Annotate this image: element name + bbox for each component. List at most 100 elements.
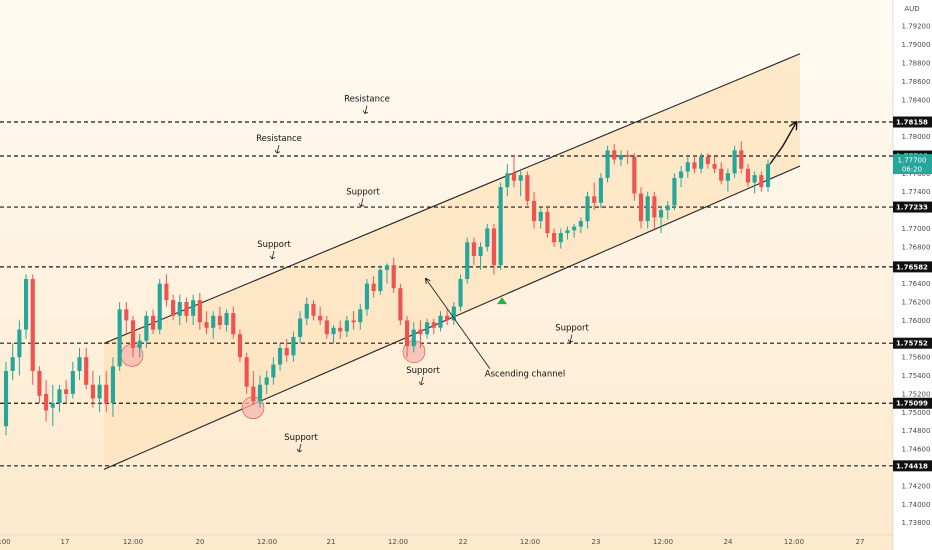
candle-body	[658, 210, 664, 218]
axis-background	[893, 0, 932, 550]
currency-label: AUD	[904, 5, 919, 13]
candle-body	[358, 309, 363, 323]
level-price-label: 1.76582	[896, 263, 928, 271]
candle-body	[237, 334, 243, 358]
level-price-box	[893, 337, 932, 349]
candle-body	[130, 320, 136, 348]
candle-body	[645, 196, 650, 222]
time-tick-label: 17	[61, 538, 70, 546]
candle-body	[585, 196, 590, 222]
candle-body	[545, 211, 550, 234]
candle-body	[565, 230, 570, 234]
annotation-label: Support	[555, 324, 589, 334]
annotation-tick-icon	[269, 250, 276, 260]
time-tick-label: 20	[196, 538, 205, 546]
current-price-box	[893, 154, 932, 175]
candle-body	[277, 347, 283, 365]
level-price-label: 1.74418	[896, 462, 928, 470]
candle-body	[692, 162, 697, 169]
candle-body	[418, 329, 423, 335]
level-price-box	[893, 261, 932, 273]
time-tick-label: 12:00	[520, 538, 540, 546]
price-tick-label: 1.75200	[902, 390, 931, 398]
time-axis-layer: :00 17 12:00 20 12:00 21 12:00 22 12:00 23 12:00 24…	[0, 538, 864, 546]
candle-body	[411, 329, 416, 347]
candle-body	[458, 279, 463, 307]
annotation-label: Support	[284, 433, 318, 443]
candle-body	[124, 309, 129, 321]
candle-body	[699, 156, 704, 169]
candle-body	[431, 322, 436, 328]
annotation-label: Support	[257, 240, 291, 250]
candle-body	[311, 303, 316, 316]
candle-body	[425, 322, 430, 335]
candle-body	[451, 306, 456, 321]
candle-body	[371, 283, 376, 291]
candle-body	[471, 242, 476, 257]
price-tick-label: 1.76800	[902, 243, 931, 251]
candle-body	[324, 320, 329, 335]
candle-body	[191, 300, 196, 316]
candle-body	[284, 347, 289, 356]
candle-body	[578, 221, 583, 227]
candle-body	[752, 175, 757, 183]
candle-body	[525, 175, 530, 201]
price-tick-label: 1.78000	[902, 133, 931, 141]
candle-body	[558, 233, 563, 243]
candle-body	[364, 283, 370, 310]
projection-arrow	[769, 123, 796, 165]
candle-body	[378, 269, 383, 291]
candle-body	[251, 386, 256, 402]
price-tick-label: 1.77400	[902, 188, 931, 196]
candle-body	[344, 320, 349, 332]
candle-body	[511, 173, 517, 181]
candle-body	[712, 164, 717, 169]
candle-body	[211, 315, 216, 328]
candle-body	[351, 320, 356, 323]
candle-body	[732, 150, 737, 174]
candle-body	[23, 279, 29, 330]
time-tick-label: :00	[0, 538, 11, 546]
candle-body	[150, 315, 156, 330]
candle-body	[404, 320, 410, 347]
annotation-label: Resistance	[256, 134, 302, 144]
candle-body	[739, 150, 744, 169]
price-tick-label: 1.75600	[902, 354, 931, 362]
candle-body	[685, 162, 690, 172]
time-tick-label: 21	[327, 538, 336, 546]
candle-body	[204, 322, 209, 328]
candle-body	[271, 364, 276, 378]
candle-body	[224, 313, 229, 325]
annotation-tick-icon	[274, 145, 281, 154]
candle-body	[665, 205, 670, 211]
price-tick-label: 1.79000	[902, 41, 931, 49]
candle-body	[64, 389, 69, 394]
price-tick-label: 1.79200	[902, 23, 931, 31]
time-tick-label: 23	[592, 538, 601, 546]
time-tick-label: 12:00	[388, 538, 408, 546]
price-tick-label: 1.77000	[902, 225, 931, 233]
price-tick-label: 1.74200	[902, 482, 931, 490]
candle-body	[552, 233, 557, 243]
candle-body	[171, 300, 176, 316]
annotation-tick-icon	[567, 334, 574, 343]
price-tick-label: 1.76200	[902, 299, 931, 307]
candle-body	[84, 357, 89, 385]
candle-body	[384, 265, 390, 270]
candle-body	[438, 315, 443, 328]
candle-body	[90, 384, 95, 399]
candle-body	[465, 242, 470, 280]
candle-body	[44, 393, 49, 411]
candle-body	[485, 228, 490, 247]
candle-body	[625, 154, 630, 157]
candle-body	[184, 302, 189, 316]
candle-body	[177, 302, 182, 316]
candle-body	[572, 226, 577, 231]
annotation-pointer	[426, 279, 491, 369]
candle-body	[197, 300, 202, 323]
candles-layer	[3, 141, 771, 436]
candle-body	[331, 327, 336, 335]
annotation-label: Ascending channel	[485, 370, 565, 380]
level-price-label: 1.75752	[896, 340, 928, 348]
